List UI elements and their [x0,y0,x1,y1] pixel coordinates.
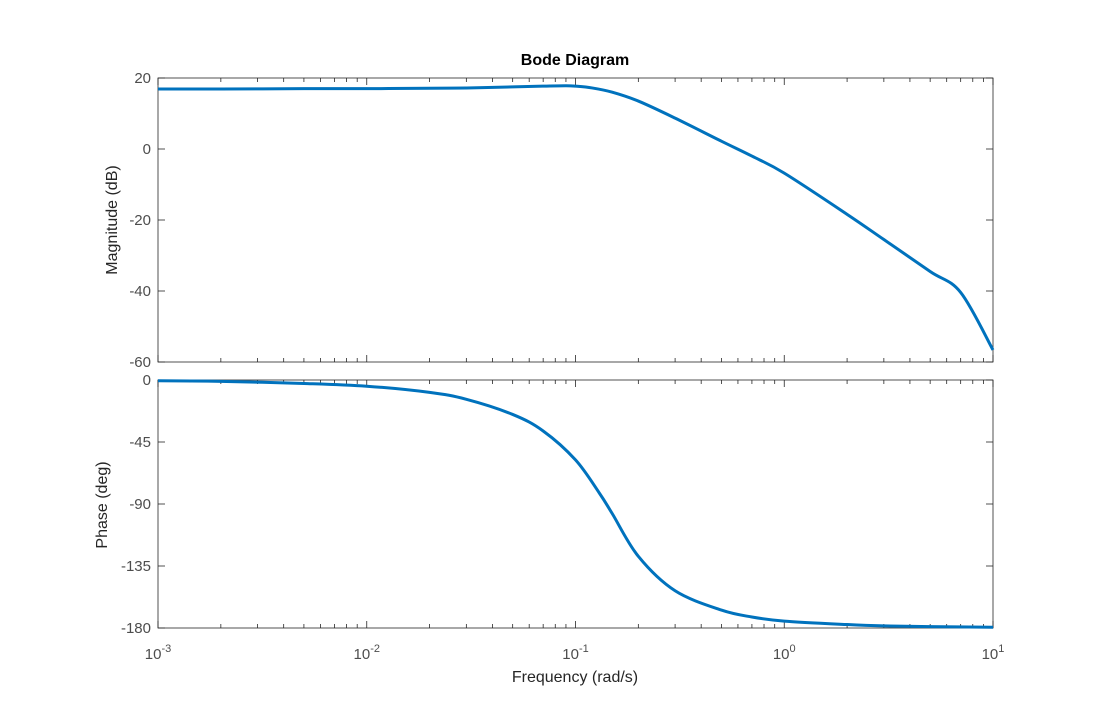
magnitude-x-ticks [157,78,994,362]
x-tick-label: 101 [982,643,1005,663]
x-tick-label: 10-3 [145,643,171,663]
x-tick-label: 100 [773,643,796,663]
chart-title: Bode Diagram [521,52,629,69]
phase-panel: 0 -45 -90 -135 -180 [121,372,994,637]
phase-y-tick-label: -90 [129,496,151,513]
magnitude-y-tick-label: -60 [129,354,151,371]
magnitude-y-tick-label: 20 [134,70,151,87]
phase-y-tick-label: -45 [129,434,151,451]
magnitude-series-line [157,84,995,351]
magnitude-y-tick-label: -40 [129,283,151,300]
magnitude-y-ticks: 20 0 -20 -40 -60 [129,70,993,371]
x-axis-label: Frequency (rad/s) [512,669,638,686]
x-tick-label: 10-1 [562,643,588,663]
x-tick-labels: 10-3 10-2 10-1 100 101 [145,643,1005,663]
magnitude-y-tick-label: -20 [129,212,151,229]
phase-y-tick-label: -180 [121,620,151,637]
magnitude-y-axis-label: Magnitude (dB) [104,165,121,274]
phase-y-axis-label: Phase (deg) [94,461,111,548]
phase-y-ticks: 0 -45 -90 -135 -180 [121,372,993,637]
magnitude-axes-box [157,77,994,363]
phase-series-line [157,379,994,629]
magnitude-panel: 20 0 -20 -40 -60 [129,70,995,371]
phase-y-tick-label: -135 [121,558,151,575]
x-tick-label: 10-2 [354,643,380,663]
magnitude-y-tick-label: 0 [143,141,151,158]
phase-y-tick-label: 0 [143,372,151,389]
phase-axes-box [157,379,994,629]
